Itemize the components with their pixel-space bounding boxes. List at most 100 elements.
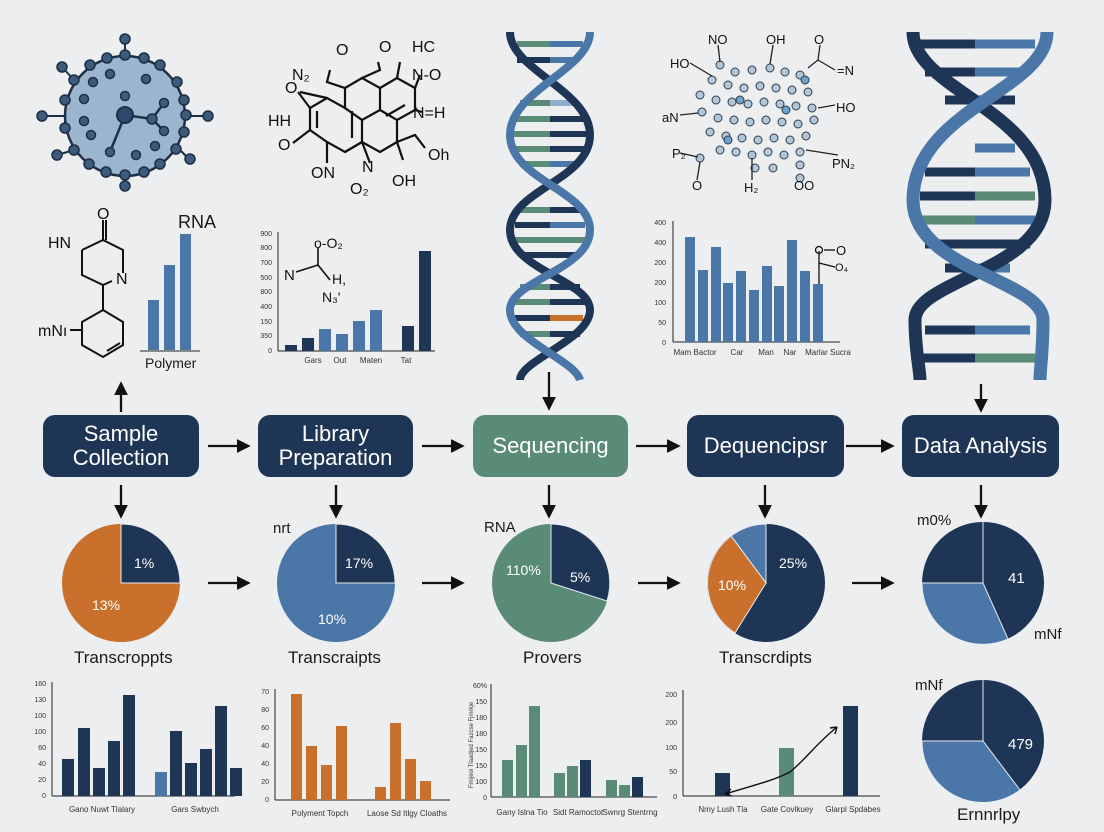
pie-3-label-a: 110% — [506, 562, 541, 578]
pie-3-caption: Provers — [523, 648, 582, 667]
svg-text:400: 400 — [654, 240, 666, 247]
step-dequencipsr[interactable]: Dequencipsr — [687, 415, 844, 477]
svg-text:Gars: Gars — [304, 356, 321, 365]
svg-text:40: 40 — [38, 761, 46, 768]
svg-text:Nmy Lush Tla: Nmy Lush Tla — [698, 805, 748, 814]
svg-text:Nar: Nar — [784, 348, 797, 357]
step-library-preparation[interactable]: Library Preparation — [258, 415, 413, 477]
svg-text:HO: HO — [836, 100, 856, 115]
svg-text:Laose Sd Itlgy Cloaths: Laose Sd Itlgy Cloaths — [367, 809, 447, 818]
svg-text:0: 0 — [268, 348, 272, 355]
svg-text:800: 800 — [260, 289, 272, 296]
step-data-analysis[interactable]: Data Analysis — [902, 415, 1059, 477]
svg-text:150: 150 — [260, 319, 272, 326]
dna-helix-icon — [505, 31, 595, 382]
svg-text:100: 100 — [654, 300, 666, 307]
svg-text:H₂: H₂ — [744, 180, 758, 195]
svg-text:40: 40 — [261, 743, 269, 750]
svg-text:180: 180 — [475, 715, 487, 722]
pie-2-label-a: 17% — [345, 555, 374, 571]
svg-text:0: 0 — [673, 794, 677, 801]
svg-text:100: 100 — [34, 729, 46, 736]
pie-chart-library-preparation — [277, 523, 396, 642]
molecule-structure-1-icon: O O HC N₂ N-O O HH N=H O ON N O₂ OH Oh — [268, 39, 449, 198]
svg-text:N: N — [116, 271, 128, 288]
svg-text:Sidt Ramoctot: Sidt Ramoctot — [553, 808, 604, 817]
svg-text:100: 100 — [34, 713, 46, 720]
svg-text:O: O — [97, 206, 109, 223]
svg-text:50: 50 — [669, 769, 677, 776]
pie-2-top-label: nrt — [273, 520, 291, 537]
bar-chart-e: Fmijeoi Tlaadjed Fazcse Fjmrkje 0 100 150 1… — [469, 683, 658, 817]
pie-3-top-label: RNA — [484, 519, 516, 536]
svg-text:200: 200 — [654, 280, 666, 287]
svg-text:Fmijeoi Tlaadjed Fazcse Fjmrkj: Fmijeoi Tlaadjed Fazcse Fjmrkje — [469, 701, 475, 788]
svg-text:=N: =N — [837, 63, 854, 78]
svg-text:Marlar Sucra: Marlar Sucra — [805, 348, 851, 357]
pie-5-top-label: m0% — [917, 512, 952, 529]
svg-text:P₂: P₂ — [672, 146, 686, 161]
bar-chart-b: 0 50 100 200 200 400 400 Mam Bactor Car Man Nar M… — [654, 220, 851, 357]
svg-text:100: 100 — [665, 745, 677, 752]
pie-chart-data-analysis — [921, 522, 1044, 645]
svg-text:150: 150 — [475, 747, 487, 754]
step-sequencing[interactable]: Sequencing — [473, 415, 628, 477]
pie-4-caption: Transcrdipts — [719, 648, 812, 667]
svg-text:80: 80 — [261, 707, 269, 714]
svg-text:OH: OH — [766, 32, 786, 47]
svg-text:150: 150 — [475, 699, 487, 706]
svg-text:200: 200 — [665, 692, 677, 699]
svg-text:Gars Swbych: Gars Swbych — [171, 805, 219, 814]
svg-text:O: O — [336, 42, 348, 59]
svg-text:350: 350 — [260, 333, 272, 340]
svg-text:N₃': N₃' — [322, 289, 340, 305]
svg-text:N=H: N=H — [413, 105, 445, 122]
pie-2-label-b: 10% — [318, 611, 347, 627]
virus-particle-icon — [36, 33, 214, 192]
svg-text:100: 100 — [475, 779, 487, 786]
svg-text:N-O: N-O — [412, 67, 441, 84]
bar-chart-f: 0 50 100 200 200 Nmy Lush Tla Gate Covlkuey Gl… — [665, 690, 881, 814]
svg-text:Glarpl Spdabes: Glarpl Spdabes — [825, 805, 880, 814]
svg-text:N₂: N₂ — [292, 67, 310, 84]
pie-1-caption: Transcroppts — [74, 648, 173, 667]
svg-text:N: N — [284, 267, 295, 284]
pie-3-label-b: 5% — [570, 569, 591, 585]
svg-text:OO: OO — [794, 178, 814, 193]
svg-text:O: O — [285, 80, 297, 97]
svg-text:Car: Car — [731, 348, 744, 357]
pie-6-caption: Ernnrlpy — [957, 805, 1021, 824]
svg-text:Mam Bactor: Mam Bactor — [673, 348, 716, 357]
dna-helix-large-icon — [906, 31, 1054, 381]
svg-text:Tat: Tat — [401, 356, 412, 365]
step-sample-collection[interactable]: Sample Collection — [43, 415, 199, 477]
svg-text:160: 160 — [34, 681, 46, 688]
molecule-cluster-icon: NO OH O HO =N aN HO P₂ PN₂ O H₂ OO — [662, 32, 856, 195]
svg-text:60: 60 — [38, 745, 46, 752]
pie-2-caption: Transcraipts — [288, 648, 381, 667]
svg-text:70: 70 — [261, 689, 269, 696]
svg-text:200: 200 — [665, 720, 677, 727]
svg-text:N: N — [362, 159, 374, 176]
pie-chart-dequencipsr — [707, 523, 825, 642]
svg-text:HN: HN — [48, 235, 71, 252]
rna-bar-chart — [140, 234, 200, 352]
pie-chart-sample-collection — [62, 523, 181, 642]
svg-text:O₂: O₂ — [350, 181, 369, 198]
rna-chart-xlabel: Polymer — [145, 355, 197, 371]
svg-text:O: O — [692, 178, 702, 193]
svg-text:700: 700 — [260, 260, 272, 267]
svg-text:HC: HC — [412, 39, 435, 56]
svg-text:HO: HO — [670, 56, 690, 71]
svg-text:130: 130 — [34, 697, 46, 704]
pie-chart-summary — [921, 680, 1044, 803]
svg-text:0: 0 — [483, 795, 487, 802]
svg-text:O: O — [379, 39, 391, 56]
svg-text:ON: ON — [311, 165, 335, 182]
svg-text:60%: 60% — [473, 683, 487, 690]
pie-1-label-a: 1% — [134, 555, 155, 571]
svg-text:O: O — [814, 32, 824, 47]
pie-5-label-a: 41 — [1008, 570, 1025, 587]
svg-text:Polyment Topch: Polyment Topch — [292, 809, 349, 818]
